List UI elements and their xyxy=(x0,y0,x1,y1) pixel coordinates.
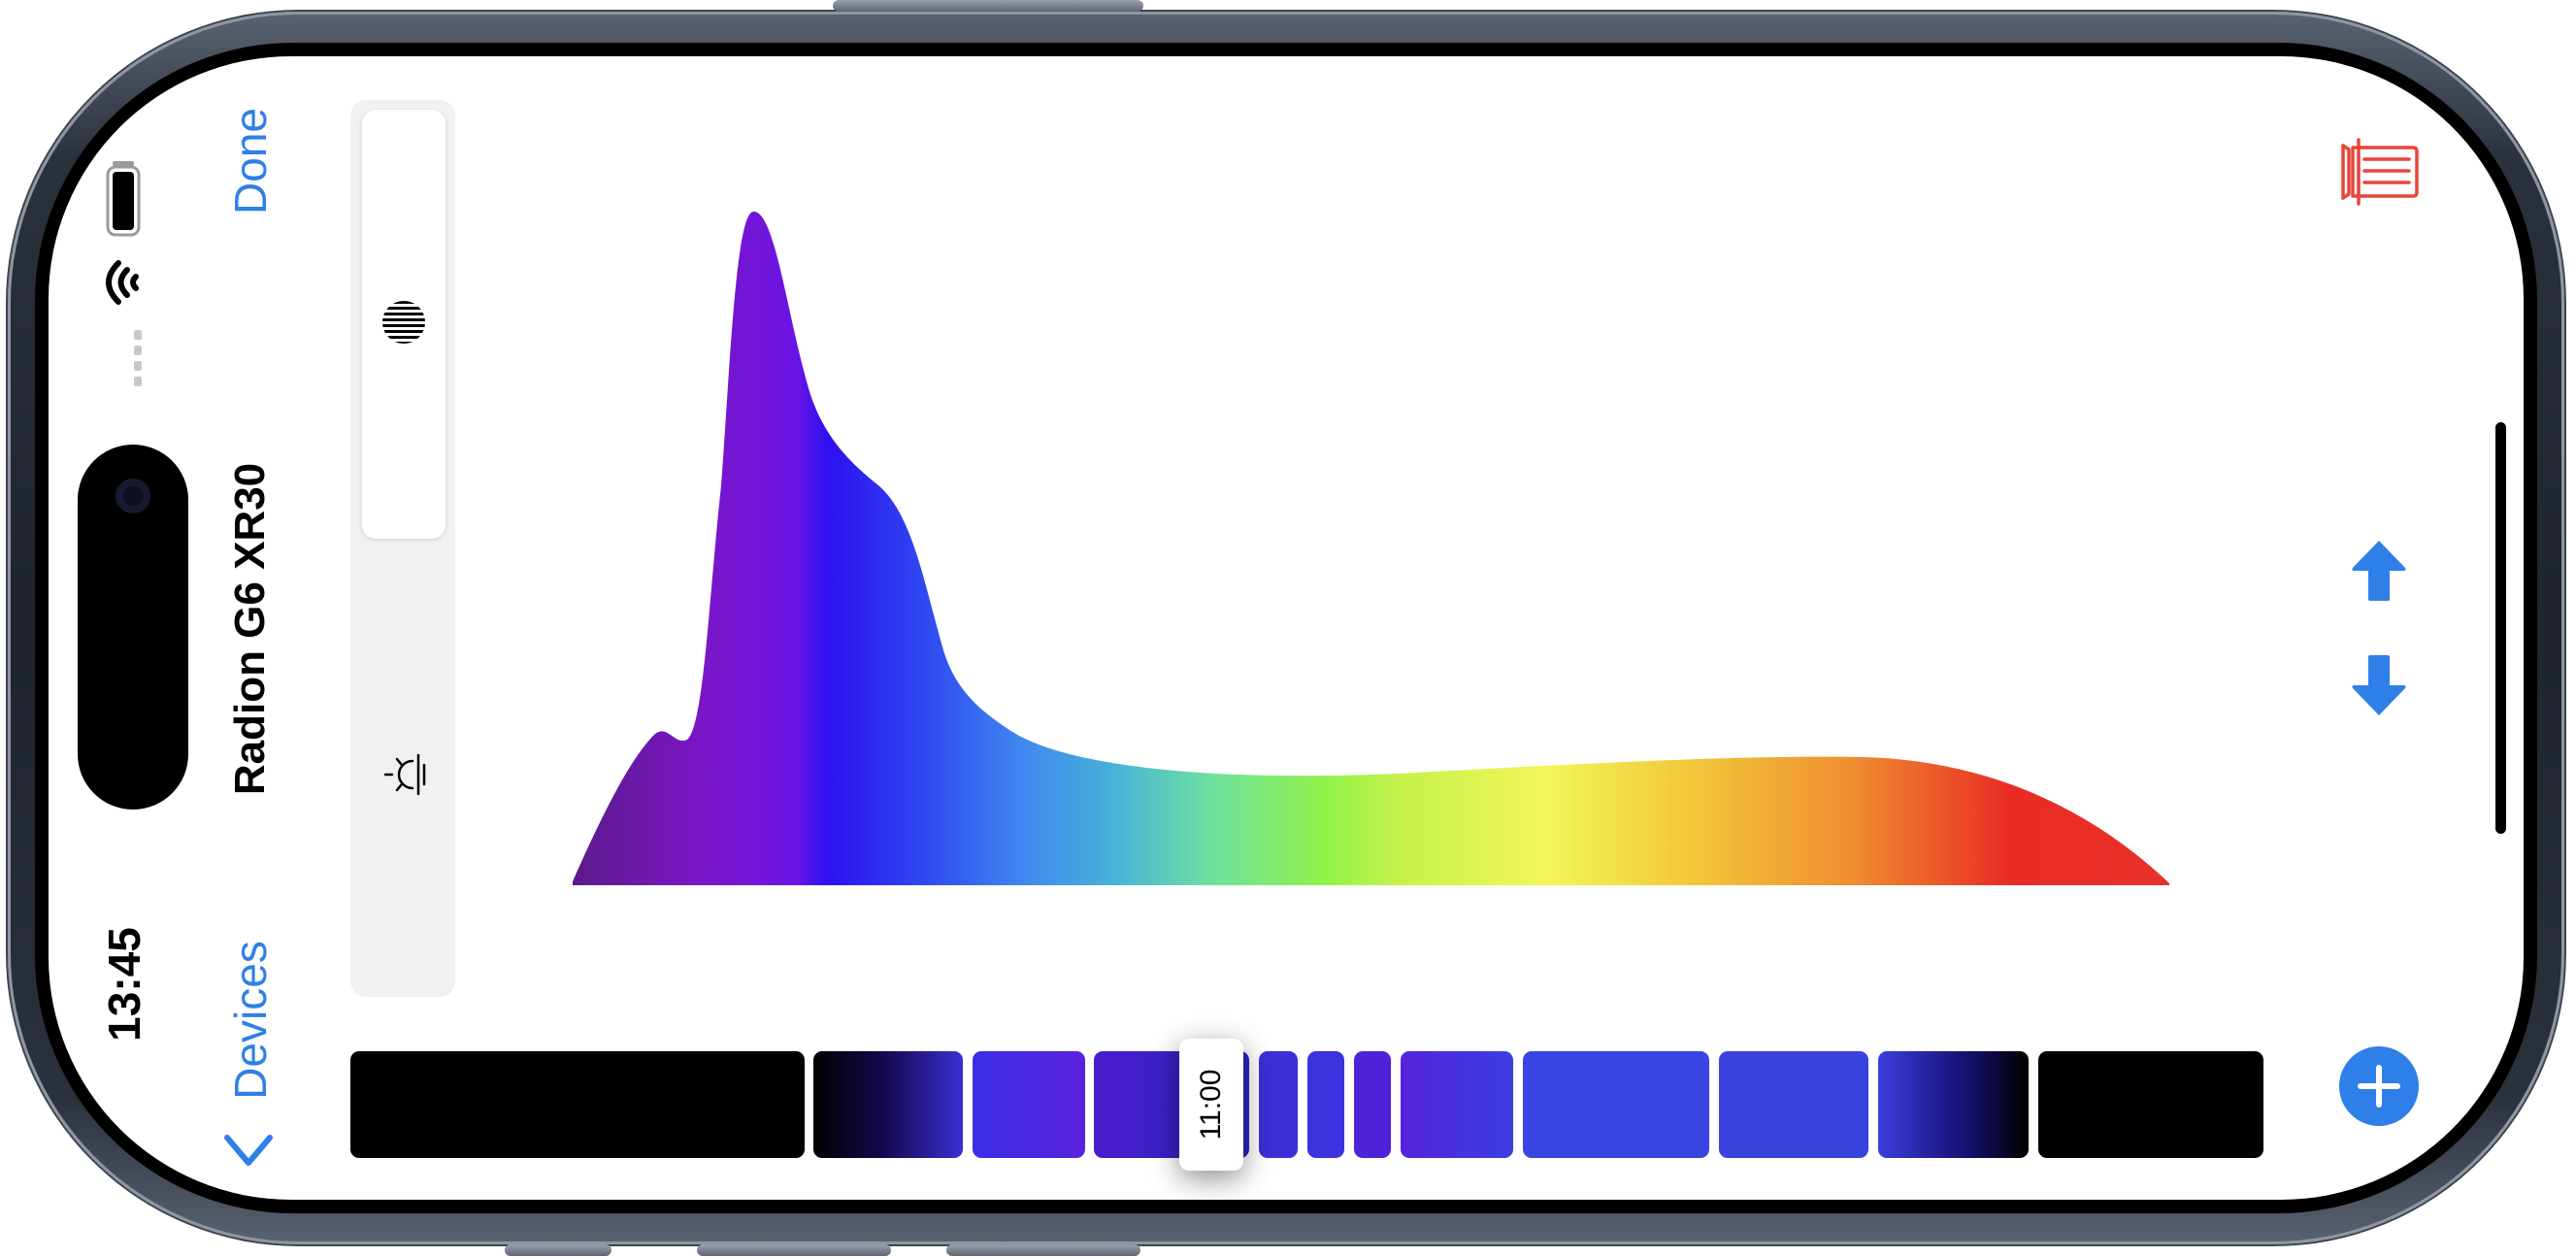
done-button[interactable]: Done xyxy=(225,108,276,215)
back-button-label[interactable]: Devices xyxy=(225,941,276,1100)
screen xyxy=(49,56,2524,1200)
front-camera-icon xyxy=(116,479,150,513)
delete-icon[interactable] xyxy=(2337,134,2421,210)
volume-up-button xyxy=(697,1244,891,1256)
home-indicator[interactable] xyxy=(2495,422,2506,834)
action-button xyxy=(505,1244,611,1256)
battery-icon xyxy=(105,159,142,237)
move-up-icon[interactable] xyxy=(2349,539,2409,603)
moon-mode-icon[interactable] xyxy=(380,299,427,346)
timeline-segment[interactable] xyxy=(813,1051,963,1158)
move-down-icon[interactable] xyxy=(2349,653,2409,717)
signal-dots-icon xyxy=(132,328,144,390)
dynamic-island xyxy=(78,445,188,810)
status-time: 13:45 xyxy=(99,927,149,1042)
timeline-segment[interactable] xyxy=(1878,1051,2029,1158)
timeline-segment[interactable] xyxy=(1719,1051,1868,1158)
side-button xyxy=(833,0,1143,12)
timeline-segment[interactable] xyxy=(1401,1051,1513,1158)
time-handle[interactable] xyxy=(1179,1039,1243,1171)
sun-mode-icon[interactable] xyxy=(381,749,428,800)
timeline-segment[interactable] xyxy=(2038,1051,2263,1158)
timeline-segment[interactable] xyxy=(1307,1051,1344,1158)
add-icon[interactable] xyxy=(2339,1046,2419,1126)
timeline-segment[interactable] xyxy=(350,1051,805,1158)
spectrum-chart xyxy=(573,211,2169,886)
time-handle-label: 11:00 xyxy=(1195,1069,1227,1141)
timeline-segment[interactable] xyxy=(1259,1051,1298,1158)
timeline-segment[interactable] xyxy=(973,1051,1085,1158)
chevron-left-icon[interactable] xyxy=(223,1132,274,1171)
timeline-segment[interactable] xyxy=(1354,1051,1391,1158)
timeline-segment[interactable] xyxy=(1523,1051,1709,1158)
wifi-icon xyxy=(103,254,148,311)
add-button[interactable] xyxy=(2339,1046,2419,1126)
spectrum-curve xyxy=(573,211,2169,886)
page-title: Radion G6 XR30 xyxy=(226,462,274,796)
volume-down-button xyxy=(946,1244,1140,1256)
